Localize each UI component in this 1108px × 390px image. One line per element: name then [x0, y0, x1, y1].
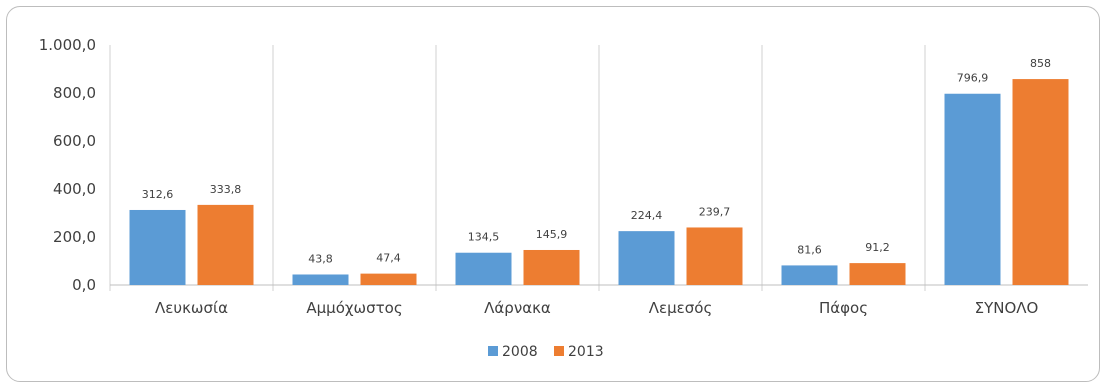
data-label: 224,4: [631, 209, 663, 222]
bar-2013: [1012, 79, 1069, 285]
data-label: 134,5: [468, 231, 500, 244]
bar-2008: [944, 93, 1001, 285]
category-label: Πάφος: [819, 299, 868, 317]
y-axis: 0,0 200,0 400,0 600,0 800,0 1.000,0: [39, 36, 1088, 294]
y-tick-label: 1.000,0: [39, 36, 96, 54]
bar-2013: [849, 263, 906, 285]
category-separators: [109, 45, 926, 291]
data-label: 43,8: [308, 252, 333, 265]
bar-2013: [197, 204, 254, 285]
data-label: 333,8: [210, 183, 242, 196]
legend-label: 2013: [568, 344, 604, 360]
bar-2008: [781, 265, 838, 285]
data-label: 239,7: [699, 205, 731, 218]
bar-2008: [129, 209, 186, 285]
data-label: 91,2: [865, 241, 890, 254]
category-label: Λευκωσία: [155, 299, 228, 317]
data-labels: 312,6 333,8 43,8 47,4 134,5 145,9 224,4 239,7 81…: [142, 57, 1051, 265]
data-label: 312,6: [142, 188, 174, 201]
legend-label: 2008: [502, 344, 538, 360]
data-label: 145,9: [536, 228, 568, 241]
y-tick-label: 0,0: [72, 276, 96, 294]
bar-2008: [618, 231, 675, 285]
category-label: Αμμόχωστος: [306, 299, 402, 317]
legend-swatch: [554, 346, 564, 356]
chart-frame: [6, 6, 1100, 382]
data-label: 796,9: [957, 72, 989, 85]
category-label: Λάρνακα: [484, 299, 551, 317]
data-label: 858: [1030, 57, 1051, 70]
data-label: 47,4: [376, 252, 401, 265]
legend-swatch: [488, 346, 498, 356]
x-axis: Λευκωσία Αμμόχωστος Λάρνακα Λεμεσός Πάφος ΣΥΝ…: [155, 299, 1038, 317]
y-tick-label: 400,0: [53, 180, 96, 198]
bars: [129, 79, 1069, 285]
category-label: ΣΥΝΟΛΟ: [975, 299, 1039, 317]
category-label: Λεμεσός: [649, 299, 713, 317]
bar-2013: [686, 227, 743, 285]
bar-2008: [292, 274, 349, 285]
y-tick-label: 200,0: [53, 228, 96, 246]
bar-2013: [360, 273, 417, 285]
y-tick-label: 800,0: [53, 84, 96, 102]
bar-2008: [455, 252, 512, 285]
y-tick-label: 600,0: [53, 132, 96, 150]
legend: 2008 2013: [488, 344, 604, 360]
data-label: 81,6: [797, 243, 822, 256]
bar-2013: [523, 249, 580, 285]
